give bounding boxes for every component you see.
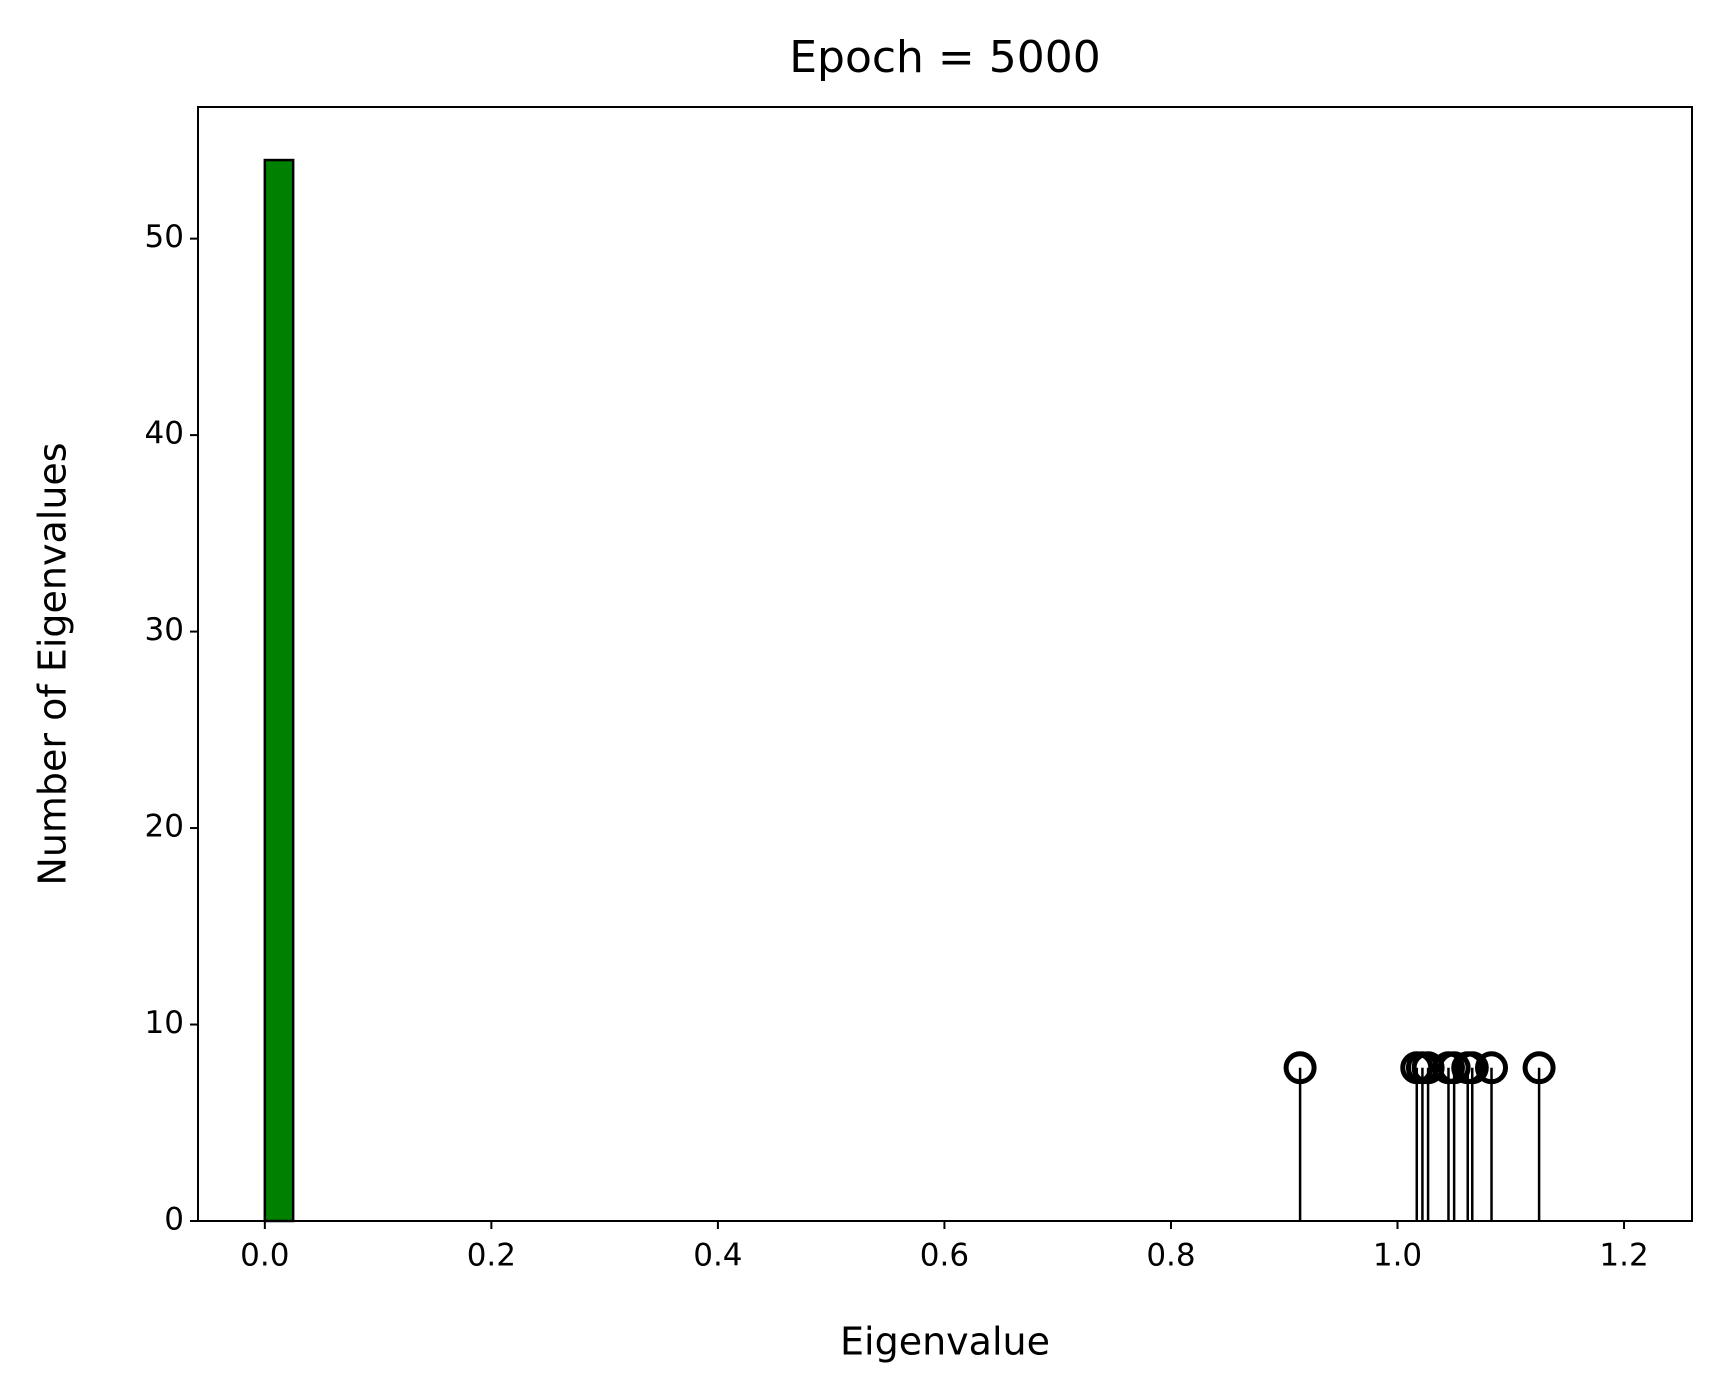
stem [1475,1051,1509,1221]
x-tick-label: 0.2 [467,1238,516,1274]
y-tick-label: 20 [145,809,184,845]
histogram-bar [263,158,295,1223]
y-tick-label: 50 [145,219,184,255]
stem [1522,1051,1556,1221]
y-axis-label: Number of Eigenvalues [31,442,75,885]
stem-marker [1455,1051,1489,1085]
stem [1455,1051,1489,1221]
chart-title: Epoch = 5000 [789,32,1101,83]
x-tick-label: 1.2 [1599,1238,1648,1274]
stem [1283,1051,1317,1221]
plot-frame [197,106,1693,1222]
x-tick-label: 0.6 [920,1238,969,1274]
x-tick-label: 1.0 [1373,1238,1422,1274]
stem-marker [1283,1051,1317,1085]
y-tick-label: 30 [145,612,184,648]
y-tick-label: 10 [145,1005,184,1041]
x-tick-label: 0.4 [693,1238,742,1274]
y-tick-label: 0 [164,1202,184,1238]
y-tick-label: 40 [145,416,184,452]
x-tick-label: 0.0 [240,1238,289,1274]
x-axis-label: Eigenvalue [840,1320,1050,1364]
x-tick-label: 0.8 [1146,1238,1195,1274]
stem-marker [1522,1051,1556,1085]
stem-marker [1475,1051,1509,1085]
